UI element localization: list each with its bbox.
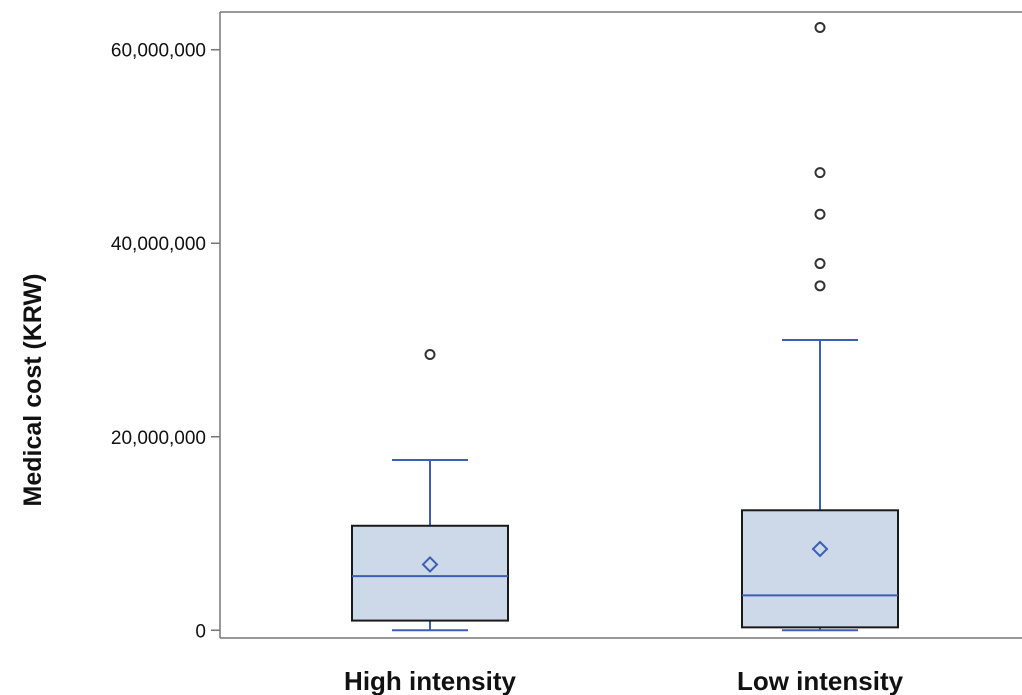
- y-axis-label: Medical cost (KRW): [19, 274, 47, 507]
- iqr-box: [741, 509, 899, 629]
- y-tick-label: 40,000,000: [111, 234, 206, 255]
- outlier-point: [814, 208, 826, 220]
- x-category-label: High intensity: [344, 666, 516, 695]
- iqr-box: [351, 524, 509, 622]
- mean-marker: [811, 540, 829, 558]
- y-tick-label: 20,000,000: [111, 428, 206, 449]
- outlier-point: [814, 21, 826, 33]
- outlier-point: [424, 349, 436, 361]
- y-tick-label: 0: [195, 621, 206, 642]
- mean-marker: [421, 556, 439, 573]
- box-group: [741, 21, 899, 632]
- y-tick-label: 60,000,000: [111, 41, 206, 62]
- outlier-point: [814, 258, 826, 270]
- box-group: [351, 349, 509, 632]
- outlier-point: [814, 280, 826, 292]
- x-category-label: Low intensity: [737, 666, 904, 695]
- outlier-point: [814, 167, 826, 179]
